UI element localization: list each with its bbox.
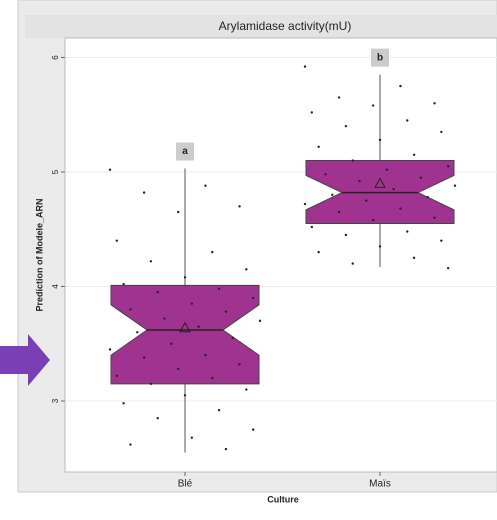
data-point — [433, 216, 436, 219]
box — [110, 284, 260, 385]
data-point — [149, 260, 153, 263]
data-point — [331, 193, 334, 197]
data-point — [142, 191, 146, 194]
x-tick-label: Maïs — [369, 479, 391, 490]
data-point — [183, 394, 187, 397]
data-point — [406, 230, 409, 233]
data-point — [399, 207, 402, 210]
data-point — [156, 291, 159, 294]
y-tick-label: 4 — [51, 284, 60, 289]
data-point — [204, 353, 207, 357]
data-point — [224, 310, 228, 313]
data-point — [245, 388, 248, 391]
data-point — [245, 268, 248, 271]
data-point — [453, 184, 457, 187]
data-point — [238, 205, 241, 208]
data-point — [251, 296, 255, 300]
data-point — [122, 402, 125, 405]
arrow — [0, 334, 50, 386]
data-point — [406, 119, 409, 122]
mean-marker — [374, 177, 386, 188]
data-point — [258, 319, 262, 323]
chart-title: Arylamidase activity(mU) — [219, 19, 352, 33]
data-point — [217, 287, 221, 290]
data-point — [163, 317, 166, 320]
data-point — [371, 104, 375, 107]
data-point — [142, 356, 146, 359]
data-point — [129, 443, 132, 446]
data-point — [183, 276, 187, 279]
data-point — [156, 416, 159, 420]
data-point — [170, 342, 173, 345]
data-point — [412, 256, 416, 260]
data-point — [317, 250, 320, 254]
y-tick-label: 3 — [51, 398, 60, 403]
annotation-box — [371, 48, 389, 67]
data-point — [211, 376, 214, 380]
data-point — [433, 102, 436, 105]
data-point — [303, 202, 307, 206]
data-point — [224, 447, 228, 451]
data-point — [310, 111, 314, 114]
data-point — [197, 325, 200, 328]
data-point — [211, 250, 214, 254]
data-point — [351, 159, 354, 162]
data-point — [129, 308, 132, 311]
data-point — [303, 65, 307, 68]
data-point — [344, 233, 348, 237]
data-point — [115, 239, 119, 242]
data-point — [378, 245, 382, 248]
data-point — [399, 84, 402, 88]
title-strip — [25, 15, 497, 38]
data-point — [440, 239, 443, 242]
data-point — [412, 153, 416, 157]
data-point — [136, 331, 139, 334]
annotation-box — [176, 142, 194, 161]
data-point — [190, 436, 194, 439]
data-point — [392, 187, 395, 191]
y-axis-label: Prediction of Modele_ARN — [34, 198, 44, 311]
data-point — [365, 199, 368, 202]
data-point — [385, 168, 389, 171]
data-point — [149, 382, 153, 386]
data-point — [337, 210, 341, 214]
data-point — [446, 165, 450, 168]
y-tick-label: 5 — [51, 169, 60, 174]
plot-area — [64, 37, 497, 473]
data-point — [217, 408, 221, 412]
data-point — [371, 218, 375, 222]
y-tick-label: 6 — [51, 55, 60, 60]
data-point — [108, 348, 112, 351]
x-axis-label: Culture — [267, 494, 299, 504]
data-point — [108, 168, 112, 171]
data-point — [317, 145, 320, 148]
x-tick-label: Blé — [178, 479, 193, 490]
data-point — [251, 428, 255, 431]
data-point — [358, 179, 361, 183]
data-point — [176, 210, 180, 214]
data-point — [115, 374, 119, 378]
data-point — [426, 195, 429, 199]
data-point — [337, 96, 341, 99]
annotation: a — [182, 146, 188, 157]
data-point — [122, 283, 125, 286]
data-point — [204, 184, 207, 187]
data-point — [310, 225, 314, 229]
data-point — [190, 302, 194, 305]
data-point — [238, 363, 241, 366]
annotation: b — [377, 52, 383, 63]
data-point — [440, 130, 443, 134]
data-point — [231, 336, 234, 340]
data-point — [446, 266, 450, 270]
data-point — [378, 138, 382, 142]
plot: 3 4 5 6 Blé a Maïs b — [51, 48, 497, 490]
data-point — [419, 176, 423, 179]
data-point — [344, 124, 348, 128]
data-point — [351, 262, 354, 265]
data-point — [176, 367, 180, 371]
data-point — [324, 173, 327, 176]
mean-marker — [179, 321, 191, 333]
